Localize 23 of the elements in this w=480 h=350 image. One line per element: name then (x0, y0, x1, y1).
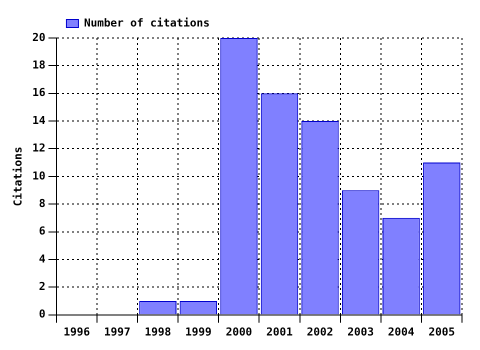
y-tick-label: 0 (38, 308, 46, 321)
x-tick-label: 2003 (347, 325, 374, 338)
x-tick-label: 1996 (63, 325, 90, 338)
y-tick-label: 10 (32, 169, 46, 182)
y-axis-title: Citations (11, 146, 24, 206)
x-tick-label: 1998 (144, 325, 172, 338)
y-tick-label: 2 (38, 280, 46, 293)
y-tick-label: 6 (38, 224, 46, 238)
x-tick-label: 2002 (306, 325, 334, 338)
y-tick-label: 14 (32, 114, 46, 127)
y-tick-label: 12 (32, 142, 46, 155)
x-tick-label: 1997 (104, 325, 131, 338)
y-tick-label: 8 (38, 196, 46, 210)
legend-label: Number of citations (84, 16, 210, 30)
y-tick-label: 16 (32, 86, 46, 100)
x-tick-label: 2005 (428, 325, 455, 338)
y-tick-label: 18 (32, 58, 46, 72)
y-tick-label: 4 (38, 252, 46, 266)
x-tick-label: 2001 (266, 325, 294, 338)
y-tick-label: 20 (32, 30, 46, 44)
x-tick-label: 2004 (388, 325, 415, 338)
x-tick-label: 1999 (185, 325, 212, 338)
x-tick-label: 2000 (226, 325, 252, 338)
